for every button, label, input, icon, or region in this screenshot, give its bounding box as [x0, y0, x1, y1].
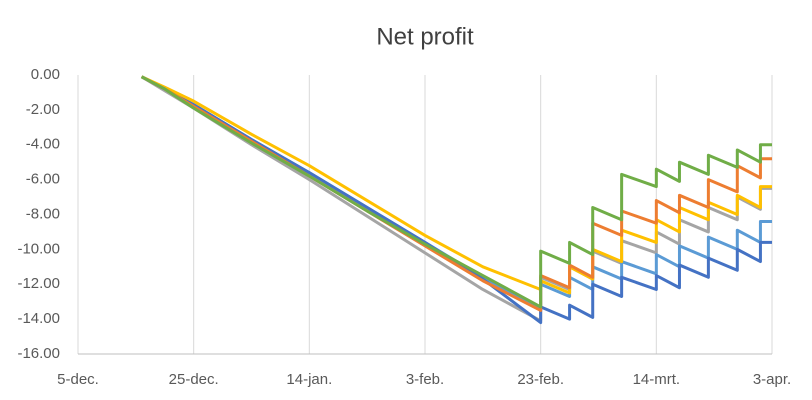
y-tick-label: -10.00	[17, 240, 60, 257]
chart-title: Net profit	[376, 23, 474, 50]
series-line	[140, 75, 772, 312]
y-tick-label: -6.00	[26, 171, 60, 188]
y-tick-label: -8.00	[26, 205, 60, 222]
series-line	[140, 75, 772, 323]
x-tick-label: 23-feb.	[517, 371, 564, 388]
y-tick-label: -2.00	[26, 101, 60, 118]
series-line	[140, 75, 772, 325]
x-tick-label: 3-feb.	[406, 371, 444, 388]
x-tick-label: 14-jan.	[286, 371, 332, 388]
x-tick-label: 3-apr.	[753, 371, 791, 388]
series-line	[140, 75, 772, 309]
y-tick-label: -16.00	[17, 345, 60, 362]
y-tick-label: -4.00	[26, 136, 60, 153]
y-tick-label: -14.00	[17, 310, 60, 327]
x-tick-label: 25-dec.	[169, 371, 219, 388]
y-tick-label: -12.00	[17, 275, 60, 292]
x-tick-label: 14-mrt.	[633, 371, 681, 388]
y-tick-label: 0.00	[31, 66, 60, 83]
x-tick-label: 5-dec.	[57, 371, 99, 388]
